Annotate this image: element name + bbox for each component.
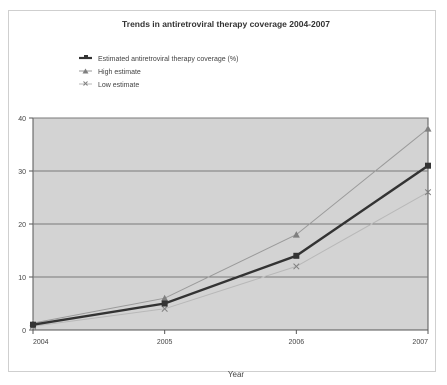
y-tick-label: 10 <box>18 275 26 282</box>
data-point-estimated <box>30 321 36 328</box>
data-point-high <box>424 125 432 132</box>
legend-label-low: Low estimate <box>98 82 139 89</box>
legend-label-high: High estimate <box>98 69 141 76</box>
data-point-low <box>424 189 432 196</box>
series-line-low <box>32 191 429 327</box>
legend-square-marker <box>84 55 88 59</box>
data-point-low <box>293 263 300 270</box>
plot-area <box>32 117 429 331</box>
y-tick-label: 0 <box>22 328 26 335</box>
x-axis-title: Year <box>228 370 245 379</box>
data-point-estimated <box>161 300 168 307</box>
data-point-low <box>161 305 168 312</box>
legend-triangle-marker <box>82 68 89 74</box>
y-tick-label: 40 <box>18 116 26 123</box>
x-tick-label: 2004 <box>33 339 49 346</box>
y-tick-label: 30 <box>18 169 26 176</box>
legend: Estimated antiretroviral therapy coverag… <box>79 55 238 89</box>
x-tick-label: 2007 <box>412 339 428 346</box>
chart-title: Trends in antiretroviral therapy coverag… <box>122 19 330 29</box>
series-line-high <box>32 128 429 324</box>
series-line-estimated <box>32 164 429 326</box>
data-point-estimated <box>425 162 431 169</box>
y-tick-label: 20 <box>18 222 26 229</box>
x-tick-label: 2006 <box>289 339 305 346</box>
legend-label-estimated: Estimated antiretroviral therapy coverag… <box>98 56 238 63</box>
legend-x-marker <box>83 81 88 86</box>
axes: 0 10 20 30 40 2004 2005 2006 2007 <box>18 116 429 346</box>
data-point-high <box>161 294 169 302</box>
series-layer <box>29 125 432 330</box>
data-point-estimated <box>293 252 300 259</box>
x-tick-label: 2005 <box>157 339 173 346</box>
data-point-high <box>292 231 300 238</box>
